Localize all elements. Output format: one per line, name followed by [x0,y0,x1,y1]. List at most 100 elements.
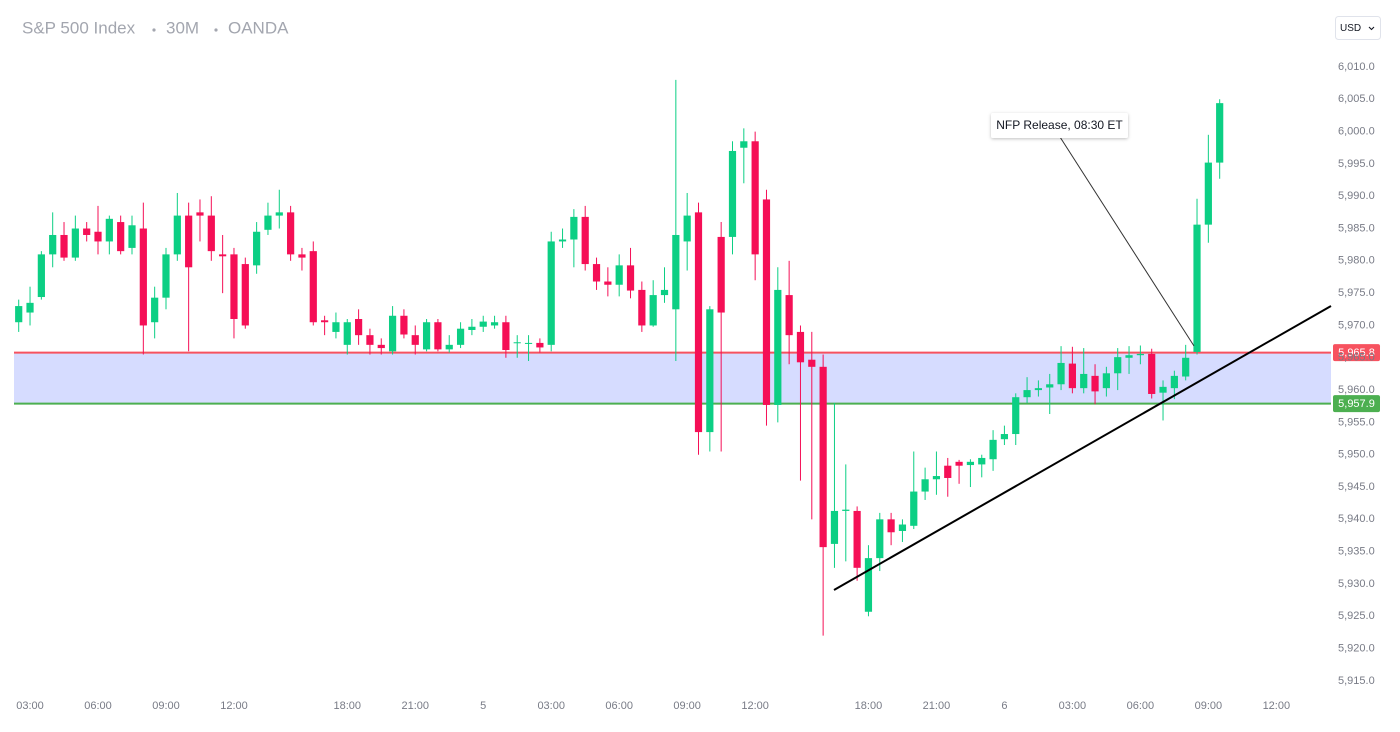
candle-body [139,228,147,326]
plot [15,79,1224,636]
candle-body [37,254,45,298]
candle-body [151,297,159,323]
candle-body [592,264,601,282]
y-tick-label: 6,010.0 [1338,61,1375,73]
candle-body [1000,434,1009,440]
candle-body [400,315,408,335]
separator [214,28,218,32]
y-tick-label: 5,915.0 [1338,675,1375,687]
candle-body [1170,375,1178,389]
candle-body [105,218,113,242]
y-tick-label: 5,965.0 [1338,352,1375,364]
candle-body [966,461,975,466]
candle-body [774,289,782,405]
button-frame[interactable] [1335,16,1381,40]
x-tick-label: 03:00 [16,700,44,712]
candle-body [366,335,374,345]
y-tick-label: 5,980.0 [1338,255,1375,267]
x-tick-label: 18:00 [334,700,362,712]
candle-body [1114,357,1122,374]
y-tick-label: 5,945.0 [1338,481,1375,493]
x-tick-label: 21:00 [401,700,429,712]
y-tick-label: 5,970.0 [1338,319,1375,331]
x-tick-label: 06:00 [605,700,633,712]
candle-body [910,491,918,526]
candle-body [321,320,329,323]
candle-body [785,295,793,336]
x-tick-label: 09:00 [1195,700,1223,712]
candle-body [1023,390,1031,398]
y-tick-label: 5,960.0 [1338,384,1375,396]
candle-body [60,234,68,258]
chart-title: S&P 500 Index [22,18,136,37]
candle-body [49,234,57,255]
candle-body [524,342,533,344]
candle-body [932,476,941,480]
candle-body [842,509,850,511]
x-tick-label: 12:00 [220,700,248,712]
candle-body [71,228,79,258]
candle-body [388,315,397,352]
candle-body [309,251,317,323]
chevron[interactable] [1368,26,1375,31]
zone-band [14,352,1331,404]
source: OANDA [228,18,289,37]
candle-body [1182,357,1190,377]
price-tag [1333,395,1380,413]
interval: 30M [166,18,199,37]
currency-label[interactable]: USD [1340,23,1361,34]
candle-body [1216,103,1224,163]
candle-body [978,457,986,465]
trendline [833,305,1332,591]
candle-body [490,322,499,326]
candle-body [808,359,816,367]
candle-body [219,254,227,257]
candle-body [1012,397,1020,435]
candle-body [287,212,295,255]
candle-body [819,366,827,548]
candle-body [944,465,952,478]
candle-body [660,289,669,296]
candle-body [94,231,102,242]
candle-body [434,322,442,350]
currency-button[interactable]: USD [1335,16,1381,40]
candle-body [615,265,623,285]
candle-body [173,215,181,255]
y-tick-label: 5,955.0 [1338,416,1375,428]
candle-body [355,318,363,336]
y-tick-label: 5,950.0 [1338,449,1375,461]
candle-body [536,342,544,348]
candle-body [989,439,997,460]
candle-body [649,295,657,326]
candle-body [672,234,680,310]
candle-body [264,215,272,230]
candle-body [26,302,34,313]
candle-body [638,289,646,326]
candle-body [185,215,193,268]
candle-body [1204,162,1212,225]
x-tick-label: 03:00 [537,700,565,712]
y-tick-label: 5,995.0 [1338,158,1375,170]
y-tick-label: 5,935.0 [1338,546,1375,558]
candle-body [751,141,759,255]
candle-body [547,241,555,345]
candle-body [411,335,419,345]
candle-body [626,265,635,291]
candle-body [241,264,249,326]
candle-body [513,342,521,344]
x-tick-label: 12:00 [741,700,769,712]
candle-body [298,254,306,258]
candle-body [796,331,805,363]
candle-body [377,344,385,349]
y-tick-label: 5,920.0 [1338,643,1375,655]
x-tick-label: 03:00 [1059,700,1087,712]
candle-body [1102,373,1110,389]
candle-body [1046,384,1054,388]
candle-body [581,216,589,265]
price-tag [1333,344,1380,362]
candle-body [1080,373,1088,389]
x-tick-label: 06:00 [84,700,112,712]
candle-body [570,216,578,240]
candle-body [864,558,873,612]
